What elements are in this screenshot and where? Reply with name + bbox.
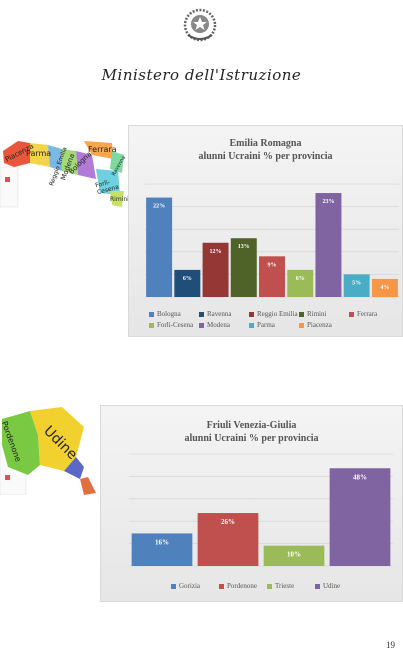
legend-label: Trieste — [275, 582, 295, 590]
map-label: Rimini — [110, 196, 129, 203]
bar-rimini — [230, 238, 257, 297]
data-label: 13% — [238, 244, 250, 250]
bar-piacenza — [371, 278, 398, 297]
legend-label: Pordenone — [227, 582, 257, 590]
data-label: 6% — [183, 276, 192, 282]
bar-forl-cesena — [287, 269, 314, 297]
legend-swatch — [149, 311, 154, 317]
legend-item: Parma — [249, 321, 275, 329]
bar-bologna — [146, 197, 173, 297]
legend-label: Modena — [207, 321, 230, 329]
data-label: 22% — [153, 204, 165, 210]
legend-item: Forlì-Cesena — [149, 321, 193, 329]
legend-swatch — [299, 311, 304, 317]
legend-label: Reggio Emilia — [257, 310, 298, 318]
friuli-venezia-giulia-map: Pordenone Udine — [0, 405, 100, 496]
chart-title: Emilia Romagna — [229, 138, 302, 149]
legend-swatch — [299, 322, 304, 328]
bar-udine — [329, 468, 391, 566]
legend-item: Ferrara — [349, 310, 377, 318]
data-label: 10% — [287, 551, 301, 559]
bar-gorizia — [131, 533, 193, 566]
chart-subtitle: alunni Ucraini % per provincia — [184, 433, 319, 444]
legend-item: Pordenone — [219, 582, 257, 590]
legend-item: Reggio Emilia — [249, 310, 298, 318]
bar-pordenone — [197, 513, 259, 566]
legend-swatch — [267, 583, 272, 589]
bar-reggio-emilia — [202, 242, 229, 297]
bar-modena — [315, 193, 342, 297]
emilia-romagna-chart: Emilia Romagna alunni Ucraini % per prov… — [128, 125, 403, 337]
legend-swatch — [249, 311, 254, 317]
legend-label: Forlì-Cesena — [157, 321, 194, 329]
legend-swatch — [199, 322, 204, 328]
legend-item: Modena — [199, 321, 230, 329]
legend-swatch — [171, 583, 176, 589]
bar-plot: 22% 6% 12% 13% 9% 6% 23% 5% 4% — [145, 183, 399, 298]
chart-subtitle: alunni Ucraini % per provincia — [198, 151, 333, 162]
legend-swatch — [349, 311, 354, 317]
data-label: 5% — [352, 280, 361, 286]
republic-emblem-icon — [180, 5, 220, 45]
legend-swatch — [149, 322, 154, 328]
chart-legend: Gorizia Pordenone Trieste Udine — [171, 582, 391, 594]
legend-swatch — [199, 311, 204, 317]
bar-trieste — [263, 545, 325, 566]
chart-legend: Bologna Ravenna Reggio Emilia Rimini Ferrara… — [149, 310, 399, 334]
legend-label: Gorizia — [179, 582, 200, 590]
map-label: Ferrara — [88, 145, 117, 154]
legend-label: Piacenza — [307, 321, 332, 329]
legend-item: Trieste — [267, 582, 294, 590]
legend-item: Rimini — [299, 310, 326, 318]
legend-label: Bologna — [157, 310, 181, 318]
data-label: 48% — [353, 473, 367, 481]
legend-label: Ferrara — [357, 310, 378, 318]
legend-swatch — [219, 583, 224, 589]
legend-item: Bologna — [149, 310, 181, 318]
legend-swatch — [315, 583, 320, 589]
data-label: 16% — [155, 538, 169, 546]
data-label: 23% — [322, 199, 334, 205]
legend-item: Ravenna — [199, 310, 232, 318]
legend-item: Piacenza — [299, 321, 332, 329]
bar-ferrara — [259, 256, 285, 297]
data-label: 12% — [210, 249, 222, 255]
legend-label: Ravenna — [207, 310, 232, 318]
legend-swatch — [249, 322, 254, 328]
bar-plot: 16% 26% 10% 48% — [129, 453, 393, 567]
legend-label: Udine — [323, 582, 341, 590]
data-label: 4% — [380, 285, 389, 291]
legend-item: Udine — [315, 582, 340, 590]
data-label: 9% — [268, 262, 277, 268]
legend-label: Rimini — [307, 310, 327, 318]
page-number: 19 — [386, 640, 395, 650]
legend-label: Parma — [257, 321, 275, 329]
emilia-romagna-map: Piacenza Parma Reggio Emilia Modena Bolo… — [0, 133, 129, 215]
data-label: 6% — [296, 276, 305, 282]
friuli-venezia-giulia-chart: Friuli Venezia-Giulia alunni Ucraini % p… — [100, 405, 403, 602]
bar-parma — [343, 274, 370, 297]
chart-title: Friuli Venezia-Giulia — [206, 420, 297, 431]
data-label: 26% — [221, 518, 235, 526]
ministry-title: Ministero dell'Istruzione — [101, 66, 302, 84]
bar-ravenna — [174, 269, 201, 297]
legend-item: Gorizia — [171, 582, 200, 590]
map-label: Parma — [26, 149, 52, 158]
